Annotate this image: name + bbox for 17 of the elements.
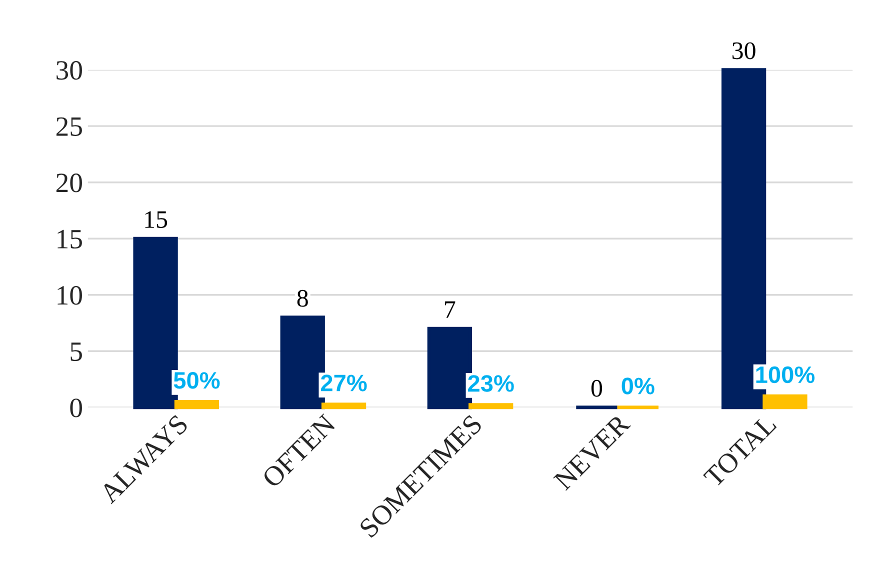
y-tick-label: 30 (56, 61, 82, 80)
y-tick-label: 20 (56, 174, 82, 192)
y-tick-label: 25 (56, 117, 82, 136)
data-label: 27% (320, 374, 367, 392)
data-label: 50% (174, 372, 220, 389)
data-label: 100% (756, 366, 815, 384)
y-tick-label: 0 (70, 398, 82, 418)
data-label: 0 (591, 380, 602, 397)
data-label: 23% (468, 375, 514, 392)
data-label: 0% (622, 378, 654, 394)
y-tick-label: 15 (58, 230, 82, 249)
y-tick-label: 5 (70, 342, 82, 362)
data-label: 30 (732, 42, 756, 60)
data-label: 7 (445, 301, 456, 318)
data-label: 15 (145, 211, 168, 228)
data-label: 8 (297, 290, 308, 307)
y-tick-label: 10 (58, 286, 82, 305)
